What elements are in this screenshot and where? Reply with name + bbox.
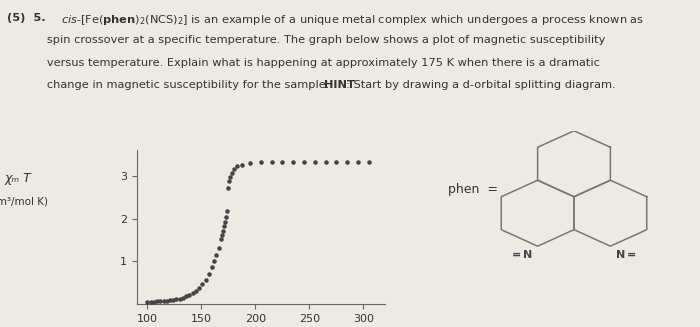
Point <box>181 294 192 299</box>
Point <box>342 159 353 164</box>
Point <box>164 298 176 303</box>
Point <box>161 298 172 303</box>
Point <box>232 164 243 169</box>
Point <box>225 174 236 180</box>
Point <box>220 214 232 219</box>
Text: $cis$-[Fe($\bf{phen}$)$_2$(NCS)$_2$] is an example of a unique metal complex whi: $cis$-[Fe($\bf{phen}$)$_2$(NCS)$_2$] is … <box>61 13 644 27</box>
Point <box>174 296 186 301</box>
Point <box>352 159 363 164</box>
Point <box>363 159 374 164</box>
Point <box>228 166 239 171</box>
Point <box>244 161 256 166</box>
Point <box>158 298 169 303</box>
Point <box>200 277 211 283</box>
Point <box>266 159 277 164</box>
Point <box>190 289 202 294</box>
Text: (cm³/mol K): (cm³/mol K) <box>0 196 48 206</box>
Point <box>220 219 231 225</box>
Point <box>256 160 267 165</box>
Point <box>217 228 228 233</box>
Point <box>288 159 299 164</box>
Point <box>223 185 234 191</box>
Point <box>187 291 198 296</box>
Point <box>222 208 233 214</box>
Point <box>203 272 214 277</box>
Text: phen  =: phen = <box>448 183 498 196</box>
Text: χₘ T: χₘ T <box>4 172 31 185</box>
Text: versus temperature. Explain what is happening at approximately 175 K when there : versus temperature. Explain what is happ… <box>7 58 600 68</box>
Point <box>224 179 235 184</box>
Point <box>213 245 224 250</box>
Point <box>298 159 309 164</box>
Point <box>145 299 156 304</box>
Point <box>226 170 237 175</box>
Point <box>331 159 342 164</box>
Text: HINT: HINT <box>324 80 355 90</box>
Point <box>206 265 218 270</box>
Point <box>237 162 248 167</box>
Point <box>197 282 208 287</box>
Text: : Start by drawing a d-orbital splitting diagram.: : Start by drawing a d-orbital splitting… <box>346 80 616 90</box>
Point <box>320 159 331 164</box>
Text: $\mathbf{=N}$: $\mathbf{=N}$ <box>509 249 533 260</box>
Point <box>194 286 205 291</box>
Point <box>209 259 220 264</box>
Text: $\mathbf{N=}$: $\mathbf{N=}$ <box>615 249 636 260</box>
Text: spin crossover at a specific temperature. The graph below shows a plot of magnet: spin crossover at a specific temperature… <box>7 35 606 45</box>
Point <box>148 299 160 304</box>
Point <box>218 224 230 229</box>
Point <box>141 299 153 304</box>
Point <box>171 297 182 302</box>
Point <box>216 232 228 237</box>
Text: (5)  5.: (5) 5. <box>7 13 62 23</box>
Point <box>309 159 321 164</box>
Point <box>155 299 166 304</box>
Point <box>151 299 162 304</box>
Point <box>167 297 178 302</box>
Point <box>215 237 226 242</box>
Point <box>276 159 288 164</box>
Point <box>177 295 188 300</box>
Point <box>184 293 195 298</box>
Text: change in magnetic susceptibility for the sample.: change in magnetic susceptibility for th… <box>7 80 333 90</box>
Point <box>211 252 222 258</box>
